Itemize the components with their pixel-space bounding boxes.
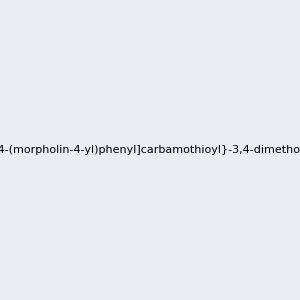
Text: N-{[3-chloro-4-(morpholin-4-yl)phenyl]carbamothioyl}-3,4-dimethoxybenzamide: N-{[3-chloro-4-(morpholin-4-yl)phenyl]ca… [0,145,300,155]
